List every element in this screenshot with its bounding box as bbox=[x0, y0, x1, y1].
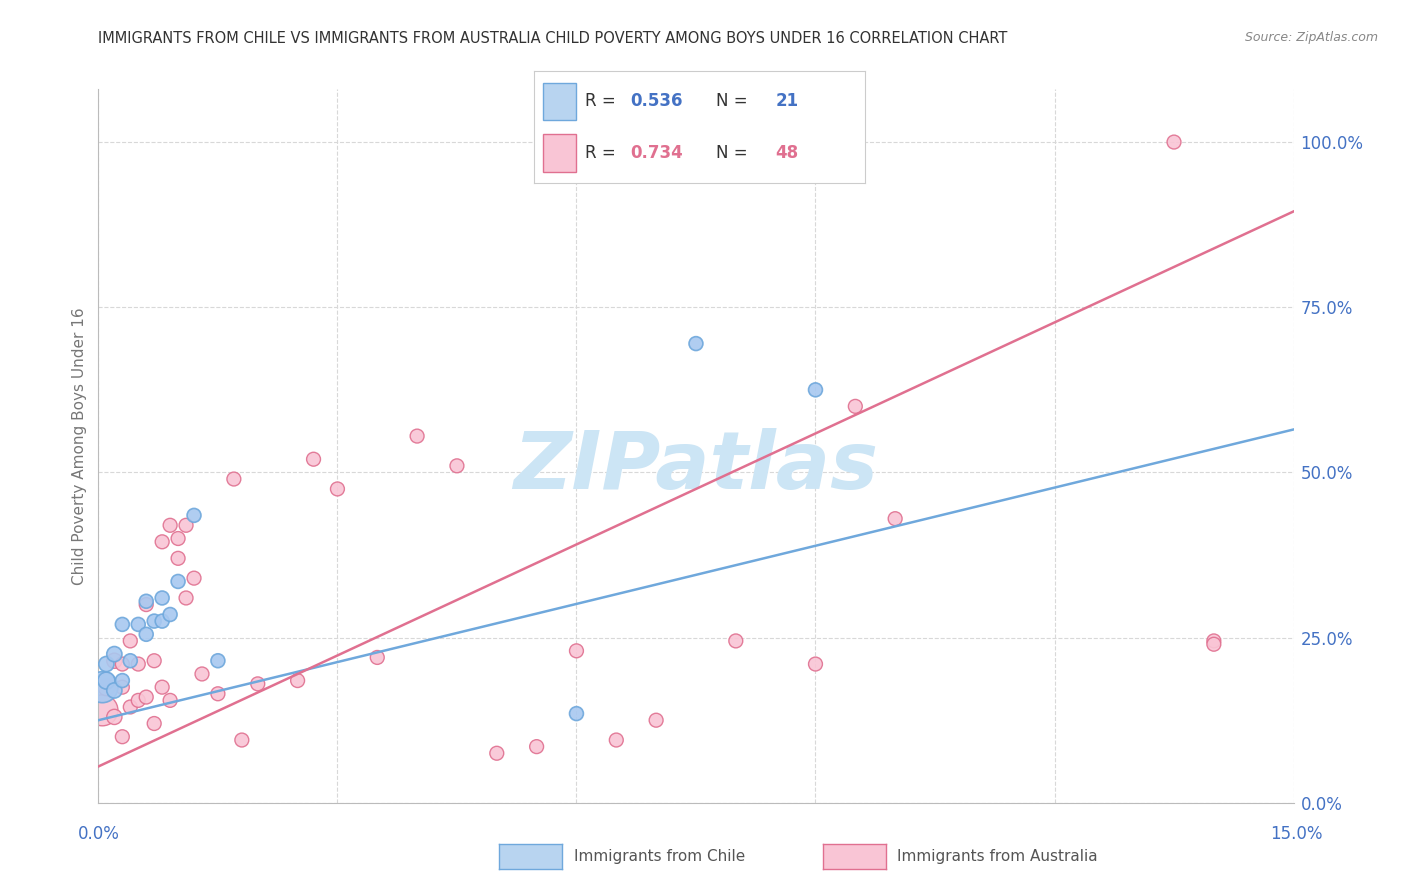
Text: 21: 21 bbox=[776, 93, 799, 111]
Point bbox=[127, 657, 149, 671]
Point bbox=[159, 607, 181, 622]
Point bbox=[406, 429, 429, 443]
Text: 0.0%: 0.0% bbox=[77, 825, 120, 843]
Point bbox=[143, 614, 166, 628]
Text: 15.0%: 15.0% bbox=[1270, 825, 1323, 843]
Point bbox=[207, 654, 229, 668]
Point bbox=[1202, 634, 1225, 648]
Point bbox=[844, 400, 866, 414]
Point bbox=[167, 551, 190, 566]
Point bbox=[150, 680, 173, 694]
Point bbox=[143, 716, 166, 731]
Point bbox=[565, 644, 588, 658]
Point bbox=[91, 680, 114, 694]
Point bbox=[366, 650, 388, 665]
Point bbox=[127, 617, 149, 632]
Point bbox=[1163, 135, 1185, 149]
Text: R =: R = bbox=[585, 93, 621, 111]
Point bbox=[159, 518, 181, 533]
Point bbox=[526, 739, 548, 754]
Point bbox=[685, 336, 707, 351]
Point bbox=[724, 634, 747, 648]
Y-axis label: Child Poverty Among Boys Under 16: Child Poverty Among Boys Under 16 bbox=[72, 307, 87, 585]
Text: N =: N = bbox=[716, 144, 752, 161]
Text: 48: 48 bbox=[776, 144, 799, 161]
Point bbox=[167, 574, 190, 589]
Point bbox=[150, 614, 173, 628]
Text: Immigrants from Chile: Immigrants from Chile bbox=[574, 849, 745, 863]
Point bbox=[222, 472, 245, 486]
Point bbox=[485, 746, 508, 760]
Point bbox=[135, 598, 157, 612]
Point bbox=[804, 383, 827, 397]
Point bbox=[207, 687, 229, 701]
Text: N =: N = bbox=[716, 93, 752, 111]
Bar bbox=[543, 134, 575, 171]
Point bbox=[167, 532, 190, 546]
Point bbox=[231, 733, 253, 747]
Text: Immigrants from Australia: Immigrants from Australia bbox=[897, 849, 1098, 863]
Text: ZIPatlas: ZIPatlas bbox=[513, 428, 879, 507]
Point bbox=[150, 534, 173, 549]
Point bbox=[103, 683, 125, 698]
Point bbox=[111, 730, 134, 744]
Point bbox=[111, 680, 134, 694]
Point bbox=[111, 673, 134, 688]
Text: R =: R = bbox=[585, 144, 621, 161]
Point bbox=[135, 594, 157, 608]
Point bbox=[565, 706, 588, 721]
Point bbox=[103, 654, 125, 668]
Point bbox=[103, 710, 125, 724]
Text: Source: ZipAtlas.com: Source: ZipAtlas.com bbox=[1244, 31, 1378, 45]
Text: 0.536: 0.536 bbox=[630, 93, 682, 111]
Point bbox=[159, 693, 181, 707]
Point bbox=[96, 680, 118, 694]
Point bbox=[96, 657, 118, 671]
Point bbox=[135, 690, 157, 704]
Point bbox=[287, 673, 309, 688]
Point bbox=[191, 667, 214, 681]
Text: IMMIGRANTS FROM CHILE VS IMMIGRANTS FROM AUSTRALIA CHILD POVERTY AMONG BOYS UNDE: IMMIGRANTS FROM CHILE VS IMMIGRANTS FROM… bbox=[98, 31, 1008, 46]
Point bbox=[120, 634, 142, 648]
Point bbox=[446, 458, 468, 473]
Point bbox=[120, 654, 142, 668]
Point bbox=[143, 654, 166, 668]
Point bbox=[605, 733, 627, 747]
Point bbox=[174, 591, 197, 605]
Point bbox=[1202, 637, 1225, 651]
Point bbox=[111, 657, 134, 671]
Point bbox=[884, 511, 907, 525]
Point bbox=[326, 482, 349, 496]
Point bbox=[111, 617, 134, 632]
Text: 0.734: 0.734 bbox=[630, 144, 683, 161]
Point bbox=[96, 673, 118, 688]
Point bbox=[174, 518, 197, 533]
Point bbox=[91, 703, 114, 717]
Point bbox=[135, 627, 157, 641]
Point bbox=[302, 452, 325, 467]
Point bbox=[127, 693, 149, 707]
Bar bbox=[543, 83, 575, 120]
Point bbox=[645, 713, 668, 727]
Point bbox=[183, 571, 205, 585]
Point bbox=[246, 677, 269, 691]
Point bbox=[103, 647, 125, 661]
Point bbox=[183, 508, 205, 523]
Point bbox=[120, 700, 142, 714]
Point bbox=[804, 657, 827, 671]
Point bbox=[96, 673, 118, 688]
Point bbox=[150, 591, 173, 605]
